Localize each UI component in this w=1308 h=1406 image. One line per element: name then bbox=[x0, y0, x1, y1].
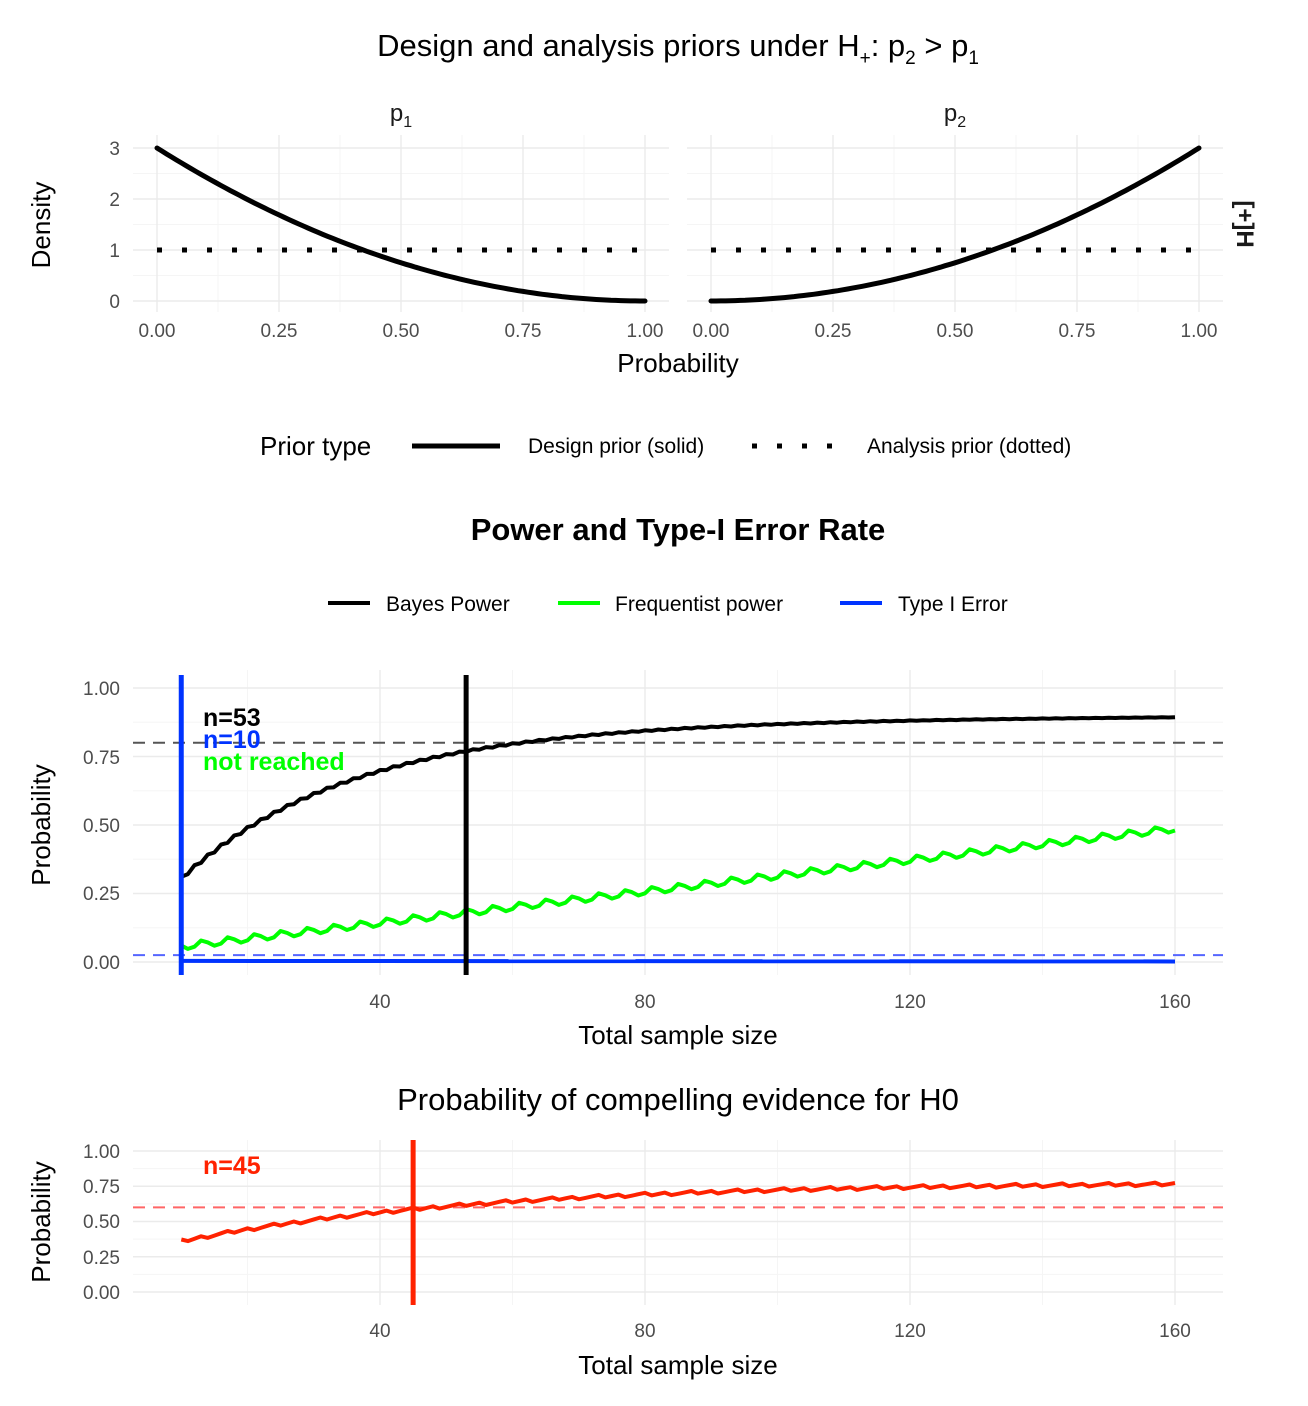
priors-title: Design and analysis priors under H+: p2 … bbox=[377, 28, 979, 69]
y-tick-label: 1 bbox=[109, 241, 120, 262]
x-tick-label: 0.50 bbox=[937, 321, 974, 342]
legend-label: Design prior (solid) bbox=[528, 435, 704, 458]
priors-x-ticks: 0.00 0.25 0.50 0.75 1.00 0.00 0.25 0.50 … bbox=[139, 321, 1218, 342]
annotation-not-reached: not reached bbox=[203, 748, 345, 776]
x-tick-label: 120 bbox=[894, 992, 926, 1013]
y-tick-label: 0 bbox=[109, 292, 120, 313]
legend-label: Bayes Power bbox=[386, 593, 510, 616]
design-prior-line bbox=[708, 145, 1202, 304]
facet-label-p1: p1 bbox=[390, 100, 412, 131]
x-tick-label: 0.75 bbox=[505, 321, 542, 342]
x-tick-label: 1.00 bbox=[627, 321, 664, 342]
annotation-n53: n=53 bbox=[203, 704, 261, 732]
power-legend: Bayes Power Frequentist power Type I Err… bbox=[328, 593, 1008, 616]
y-tick-label: 0.75 bbox=[83, 748, 120, 769]
y-tick-label: 1.00 bbox=[83, 1142, 120, 1163]
facet-label-p2: p2 bbox=[944, 100, 966, 131]
power-y-axis-title: Probability bbox=[26, 764, 56, 885]
evidence-title: Probability of compelling evidence for H… bbox=[397, 1082, 959, 1117]
x-tick-label: 120 bbox=[894, 1321, 926, 1342]
y-tick-label: 2 bbox=[109, 190, 120, 211]
bayes-power-line bbox=[180, 715, 1176, 879]
x-tick-label: 40 bbox=[369, 1321, 390, 1342]
power-y-ticks: 0.00 0.25 0.50 0.75 1.00 bbox=[83, 679, 120, 974]
evidence-x-axis-title: Total sample size bbox=[578, 1350, 777, 1380]
type1-error-line bbox=[181, 958, 1176, 964]
y-tick-label: 0.75 bbox=[83, 1177, 120, 1198]
priors-gridlines bbox=[133, 135, 1223, 312]
x-tick-label: 40 bbox=[369, 992, 390, 1013]
facet-strip-right: [+]H bbox=[1231, 200, 1258, 247]
y-tick-label: 0.00 bbox=[83, 1283, 120, 1304]
x-tick-label: 160 bbox=[1159, 1321, 1191, 1342]
y-tick-label: 3 bbox=[109, 139, 120, 160]
power-x-axis-title: Total sample size bbox=[578, 1020, 777, 1050]
x-tick-label: 160 bbox=[1159, 992, 1191, 1013]
x-tick-label: 0.25 bbox=[261, 321, 298, 342]
x-tick-label: 0.75 bbox=[1059, 321, 1096, 342]
y-tick-label: 0.50 bbox=[83, 816, 120, 837]
legend-label: Type I Error bbox=[898, 593, 1008, 616]
x-tick-label: 0.50 bbox=[383, 321, 420, 342]
power-gridlines bbox=[133, 670, 1223, 975]
legend-title: Prior type bbox=[260, 431, 371, 461]
y-tick-label: 0.25 bbox=[83, 1248, 120, 1269]
annotation-n10: n=10 bbox=[203, 726, 261, 754]
h0-evidence-line bbox=[180, 1180, 1176, 1244]
x-tick-label: 0.00 bbox=[139, 321, 176, 342]
priors-y-axis-title: Density bbox=[26, 182, 56, 269]
annotation-n45: n=45 bbox=[203, 1152, 261, 1180]
legend-label: Analysis prior (dotted) bbox=[867, 435, 1071, 458]
evidence-x-ticks: 40 80 120 160 bbox=[369, 1321, 1190, 1342]
evidence-y-ticks: 0.00 0.25 0.50 0.75 1.00 bbox=[83, 1142, 120, 1304]
x-tick-label: 0.25 bbox=[815, 321, 852, 342]
power-title: Power and Type-I Error Rate bbox=[471, 512, 886, 547]
frequentist-power-line bbox=[180, 825, 1176, 951]
evidence-y-axis-title: Probability bbox=[26, 1161, 56, 1282]
priors-x-axis-title: Probability bbox=[617, 348, 738, 378]
y-tick-label: 0.00 bbox=[83, 953, 120, 974]
y-tick-label: 0.50 bbox=[83, 1212, 120, 1233]
design-prior-line bbox=[154, 145, 648, 304]
power-x-ticks: 40 80 120 160 bbox=[369, 992, 1190, 1013]
power-series bbox=[133, 675, 1223, 975]
y-tick-label: 1.00 bbox=[83, 679, 120, 700]
x-tick-label: 80 bbox=[634, 992, 655, 1013]
y-tick-label: 0.25 bbox=[83, 884, 120, 905]
priors-legend: Prior type Design prior (solid) Analysis… bbox=[260, 431, 1071, 461]
x-tick-label: 0.00 bbox=[693, 321, 730, 342]
x-tick-label: 1.00 bbox=[1181, 321, 1218, 342]
priors-series bbox=[154, 145, 1202, 304]
x-tick-label: 80 bbox=[634, 1321, 655, 1342]
priors-y-ticks: 0 1 2 3 bbox=[109, 139, 120, 313]
legend-label: Frequentist power bbox=[615, 593, 783, 616]
evidence-series bbox=[133, 1140, 1223, 1305]
